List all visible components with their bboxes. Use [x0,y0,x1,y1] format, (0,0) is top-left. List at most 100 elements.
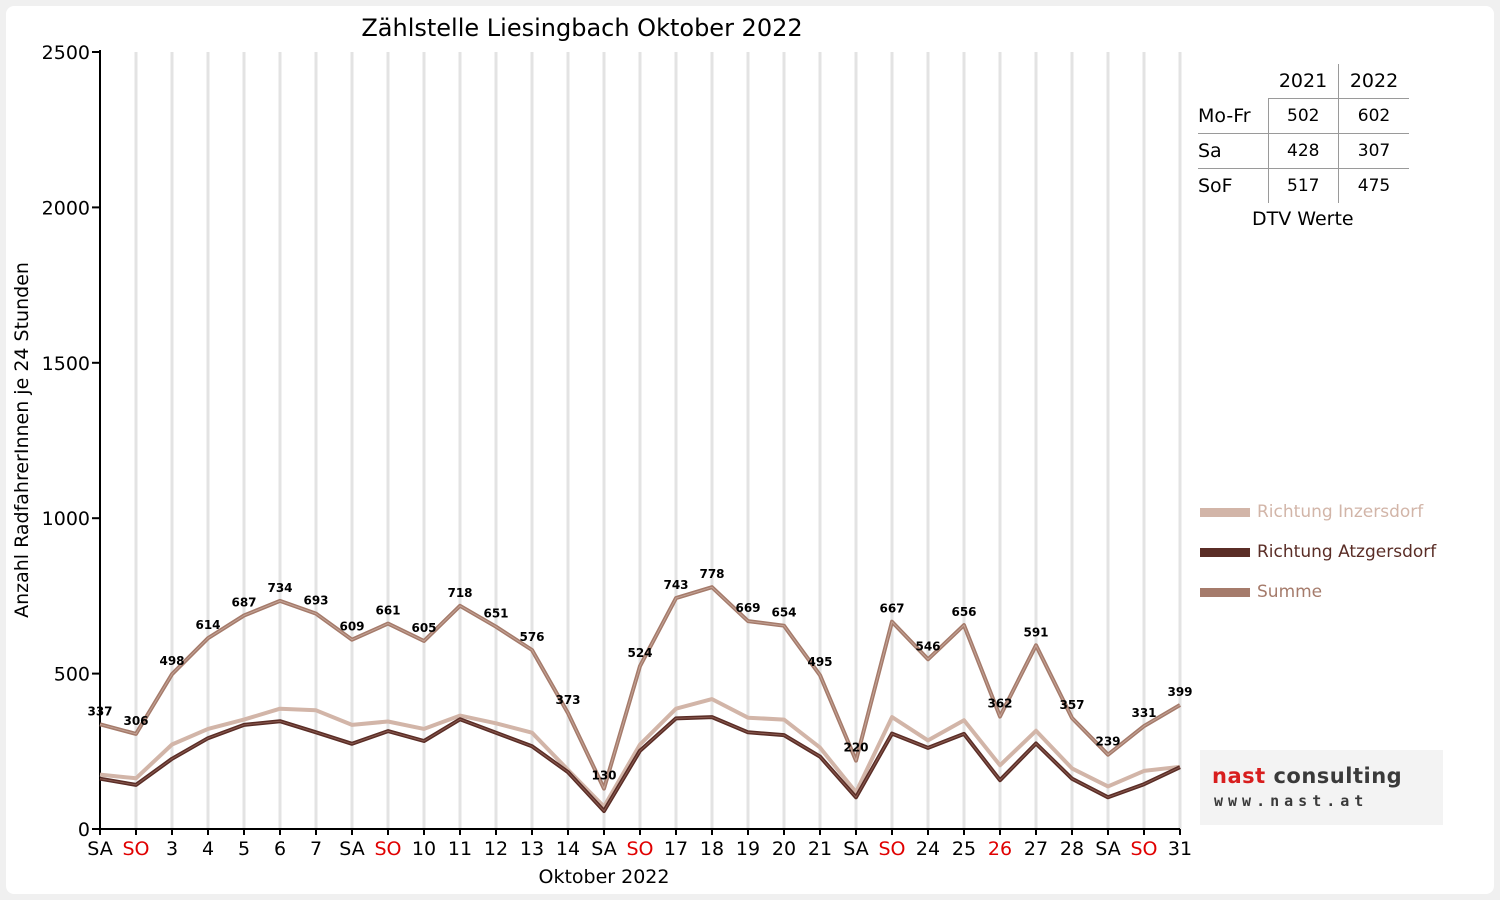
data-label: 130 [591,769,616,783]
dtv-header-empty [1198,64,1268,99]
logo-url: www.nast.at [1214,792,1369,810]
data-label: 239 [1095,735,1120,749]
legend-item-summe: Summe [1200,572,1436,612]
data-label: 546 [915,639,940,653]
series-line-highlight [99,586,1181,790]
axes [92,50,1181,835]
x-tick-label: 17 [664,838,688,860]
series-lines [99,585,1182,813]
x-tick-label: 6 [274,838,286,860]
dtv-row-mofr: Mo-Fr 502 602 [1198,98,1409,134]
x-tick-label: 12 [484,838,508,860]
dtv-value: 602 [1338,98,1409,134]
data-label: 498 [159,654,184,668]
data-label: 656 [951,605,976,619]
dtv-value: 307 [1338,133,1409,169]
data-label: 331 [1131,706,1156,720]
logo-name-dark: consulting [1265,764,1403,788]
data-label: 654 [771,606,796,620]
data-label: 373 [555,693,580,707]
logo-name: nast consulting [1212,764,1402,788]
y-tick-label: 0 [78,819,90,841]
data-labels: 337 306 498 614 687 734 693 609 661 605 718 651 576 3… [87,567,1192,782]
legend-swatch [1200,507,1250,517]
x-tick-label: SO [374,838,401,860]
data-label: 718 [447,586,472,600]
data-label: 743 [663,578,688,592]
dtv-value: 502 [1268,98,1339,134]
y-axis-label: Anzahl RadfahrerInnen je 24 Stunden [11,262,33,618]
legend-item-inzersdorf: Richtung Inzersdorf [1200,492,1436,532]
dtv-header-2022: 2022 [1338,64,1409,99]
legend-swatch [1200,587,1250,597]
dtv-header-2021: 2021 [1268,64,1339,99]
x-tick-label: 21 [808,838,832,860]
x-tick-label: SO [1130,838,1157,860]
legend-swatch [1200,547,1250,557]
x-tick-label: SA [591,838,616,860]
x-tick-label: SA [87,838,112,860]
x-tick-label: SO [122,838,149,860]
x-tick-label: 7 [310,838,322,860]
data-label: 399 [1167,685,1192,699]
x-axis-label: Oktober 2022 [539,866,670,888]
data-label: 306 [123,714,148,728]
data-label: 609 [339,620,364,634]
x-tick-label: 10 [412,838,436,860]
nast-consulting-logo: nast consulting www.nast.at [1200,750,1443,825]
tick-labels: 0 500 1000 1500 2000 2500 SA SO 3 4 5 6 7 SA SO 10 11 12 1… [42,42,1192,860]
legend-label: Summe [1257,582,1323,602]
x-tick-label: 27 [1024,838,1048,860]
data-label: 669 [735,601,760,615]
data-label: 651 [483,607,508,621]
data-label: 220 [843,741,868,755]
x-tick-label: SA [843,838,868,860]
x-tick-label: 4 [202,838,214,860]
x-tick-label: 3 [166,838,178,860]
dtv-value: 517 [1268,168,1339,203]
x-tick-label: 5 [238,838,250,860]
legend-item-atzgersdorf: Richtung Atzgersdorf [1200,532,1436,572]
x-tick-label: 18 [700,838,724,860]
data-label: 687 [231,595,256,609]
legend-label: Richtung Atzgersdorf [1257,542,1437,562]
series-line-highlight [99,716,1181,812]
x-tick-label: 31 [1168,838,1192,860]
x-tick-label: 26 [988,838,1012,860]
y-tick-label: 2000 [42,197,90,219]
data-label: 693 [303,594,328,608]
y-tick-label: 1000 [42,508,90,530]
data-label: 778 [699,567,724,581]
y-tick-label: 500 [54,664,90,686]
dtv-header-row: 2021 2022 [1198,64,1409,99]
dtv-row-sa: Sa 428 307 [1198,133,1409,169]
x-tick-label: SO [626,838,653,860]
x-tick-label: 19 [736,838,760,860]
legend-label: Richtung Inzersdorf [1257,502,1424,522]
data-label: 605 [411,621,436,635]
data-label: 591 [1023,625,1048,639]
x-tick-label: 25 [952,838,976,860]
x-tick-label: SA [339,838,364,860]
series-line-inzersdorf [99,697,1181,809]
grid-lines [134,52,1182,829]
x-tick-label: 14 [556,838,580,860]
y-tick-label: 1500 [42,353,90,375]
data-label: 661 [375,604,400,618]
chart-title: Zählstelle Liesingbach Oktober 2022 [361,14,802,42]
data-label: 614 [195,618,220,632]
x-tick-label: 20 [772,838,796,860]
dtv-row-label: SoF [1198,168,1269,203]
data-label: 362 [987,696,1012,710]
data-label: 357 [1059,698,1084,712]
data-label: 667 [879,602,904,616]
x-tick-label: 24 [916,838,940,860]
x-tick-label: 13 [520,838,544,860]
x-tick-label: 11 [448,838,472,860]
data-label: 524 [627,646,652,660]
y-tick-label: 2500 [42,42,90,64]
logo-name-red: nast [1212,764,1266,788]
legend: Richtung Inzersdorf Richtung Atzgersdorf… [1200,492,1436,612]
data-label: 495 [807,655,832,669]
